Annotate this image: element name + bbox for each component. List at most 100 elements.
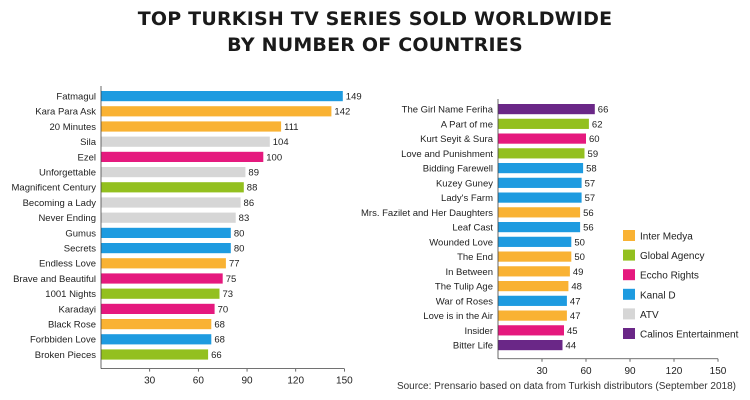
category-label: Kurt Seyit & Sura: [420, 134, 494, 145]
bar-broken-pieces: [101, 349, 209, 360]
chart-title-line-1: TOP TURKISH TV SERIES SOLD WORLDWIDE: [137, 8, 613, 30]
bar-kara-para-ask: [101, 106, 332, 117]
value-label: 68: [214, 335, 225, 346]
value-label: 60: [589, 134, 600, 145]
bar-magnificent-century: [101, 182, 244, 193]
value-label: 56: [583, 208, 594, 219]
x-tick-label: 30: [536, 366, 548, 377]
category-label: Kuzey Guney: [436, 178, 493, 189]
bar-never-ending: [101, 212, 236, 223]
bar-becoming-a-lady: [101, 197, 241, 208]
category-label: Ezel: [78, 152, 96, 163]
value-label: 59: [588, 149, 599, 160]
value-label: 49: [573, 267, 584, 278]
chart-2: The Girl Name Feriha 66 A Part of me 62 Kurt…: [361, 99, 727, 377]
legend-item: Calinos Entertainment: [640, 330, 739, 341]
category-label: Gumus: [65, 228, 96, 239]
category-label: Bidding Farewell: [423, 164, 493, 175]
category-label: Love and Punishment: [401, 149, 493, 160]
category-label: Love is in the Air: [423, 311, 493, 322]
category-label: Kara Para Ask: [35, 107, 96, 118]
bar-bitter-life: [498, 340, 563, 351]
bar-karadayi: [101, 303, 215, 314]
category-label: Magnificent Century: [12, 183, 97, 194]
value-label: 47: [570, 296, 581, 307]
value-label: 50: [574, 237, 585, 248]
value-label: 50: [574, 252, 585, 263]
value-label: 47: [570, 311, 581, 322]
value-label: 57: [585, 178, 596, 189]
category-label: Brave and Beautiful: [13, 274, 96, 285]
legend-item: Inter Medya: [640, 232, 693, 243]
x-tick-label: 120: [666, 366, 683, 377]
category-label: The Tulip Age: [435, 282, 493, 293]
value-label: 48: [571, 282, 582, 293]
value-label: 73: [222, 289, 233, 300]
bar-20-minutes: [101, 121, 282, 132]
category-label: Lady's Farm: [441, 193, 493, 204]
category-label: Sila: [80, 137, 97, 148]
chart-1: Fatmagul 149 Kara Para Ask 142 20 Minutes 111…: [12, 86, 362, 387]
bar-fatmagul: [101, 91, 343, 102]
bar-black-rose: [101, 319, 212, 330]
value-label: 104: [273, 137, 289, 148]
category-label: Insider: [464, 326, 493, 337]
value-label: 45: [567, 326, 578, 337]
bar-kurt-seyit-sura: [498, 133, 586, 144]
legend-item: Kanal D: [640, 290, 676, 301]
value-label: 100: [266, 152, 282, 163]
bar-love-is-in-the-air: [498, 310, 567, 321]
bar-insider: [498, 325, 564, 336]
x-tick-label: 90: [241, 376, 253, 387]
category-label: War of Roses: [436, 296, 493, 307]
bar-lady-s-farm: [498, 192, 582, 203]
legend-swatch: [623, 269, 635, 281]
value-label: 142: [334, 107, 350, 118]
category-label: A Part of me: [441, 119, 493, 130]
category-label: The End: [457, 252, 493, 263]
bar-war-of-roses: [498, 295, 567, 306]
x-tick-label: 60: [193, 376, 205, 387]
category-label: Fatmagul: [56, 92, 96, 103]
bar-the-end: [498, 251, 572, 262]
bar-mrs-fazilet-and-her-daughters: [498, 207, 581, 218]
category-label: Black Rose: [48, 320, 96, 331]
category-label: Never Ending: [38, 213, 96, 224]
category-label: Forbbiden Love: [30, 335, 96, 346]
value-label: 44: [566, 341, 577, 352]
legend-swatch: [623, 288, 635, 300]
value-label: 68: [214, 320, 225, 331]
bar-leaf-cast: [498, 222, 581, 233]
value-label: 80: [234, 244, 245, 255]
legend-item: Global Agency: [640, 251, 705, 262]
source-note: Source: Prensario based on data from Tur…: [396, 381, 736, 392]
bar-kuzey-guney: [498, 177, 582, 188]
value-label: 66: [211, 350, 222, 361]
category-label: Bitter Life: [453, 341, 493, 352]
category-label: Mrs. Fazilet and Her Daughters: [361, 208, 493, 219]
legend-swatch: [623, 230, 635, 241]
bar-ezel: [101, 151, 264, 162]
chart-title-line-2: BY NUMBER OF COUNTRIES: [227, 34, 523, 56]
category-label: Wounded Love: [429, 237, 493, 248]
value-label: 62: [592, 119, 603, 130]
value-label: 86: [244, 198, 255, 209]
value-label: 88: [247, 183, 258, 194]
value-label: 56: [583, 223, 594, 234]
category-label: 1001 Nights: [45, 289, 96, 300]
value-label: 80: [234, 228, 245, 239]
bar-a-part-of-me: [498, 118, 589, 129]
bar-unforgettable: [101, 167, 246, 178]
value-label: 83: [239, 213, 250, 224]
bar-gumus: [101, 227, 231, 238]
x-tick-label: 150: [710, 366, 727, 377]
legend-swatch: [623, 249, 635, 261]
value-label: 57: [585, 193, 596, 204]
category-label: Becoming a Lady: [23, 198, 97, 209]
value-label: 75: [226, 274, 237, 285]
bar-secrets: [101, 243, 231, 254]
x-tick-label: 60: [580, 366, 592, 377]
legend-item: Eccho Rights: [640, 271, 699, 282]
category-label: Unforgettable: [39, 168, 96, 179]
